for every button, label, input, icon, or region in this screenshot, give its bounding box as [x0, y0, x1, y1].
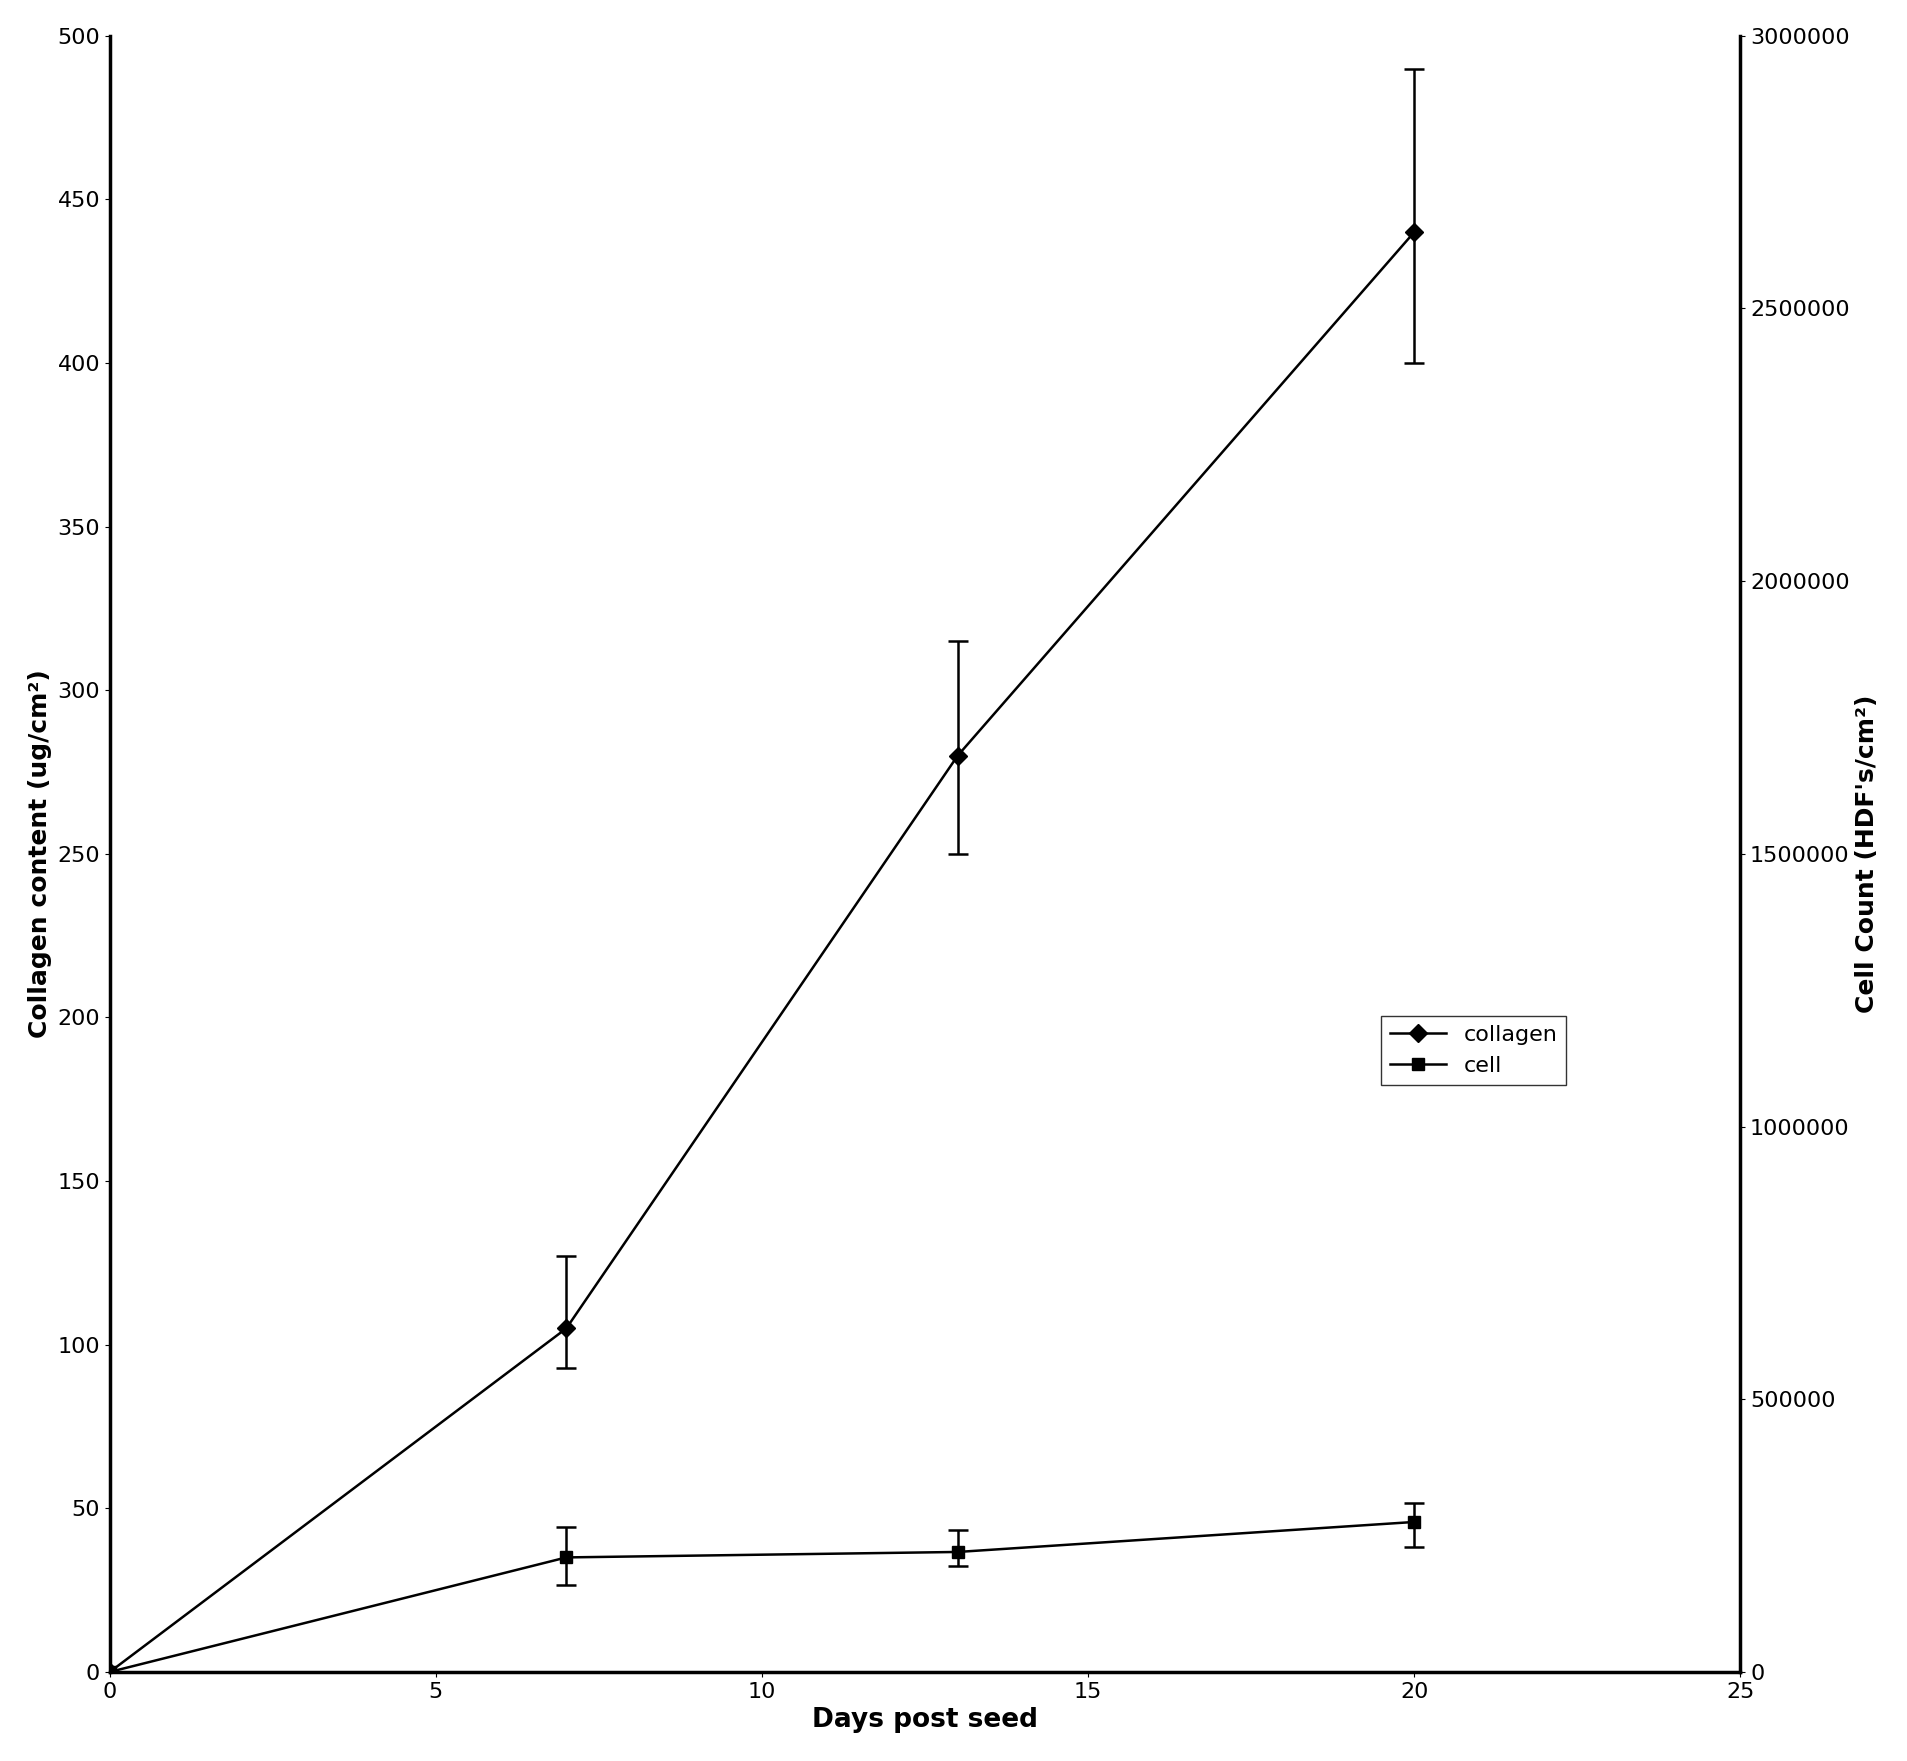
- X-axis label: Days post seed: Days post seed: [812, 1706, 1037, 1733]
- Y-axis label: Collagen content (ug/cm²): Collagen content (ug/cm²): [29, 669, 51, 1039]
- Legend: collagen, cell: collagen, cell: [1381, 1016, 1566, 1085]
- Y-axis label: Cell Count (HDF's/cm²): Cell Count (HDF's/cm²): [1856, 694, 1878, 1013]
